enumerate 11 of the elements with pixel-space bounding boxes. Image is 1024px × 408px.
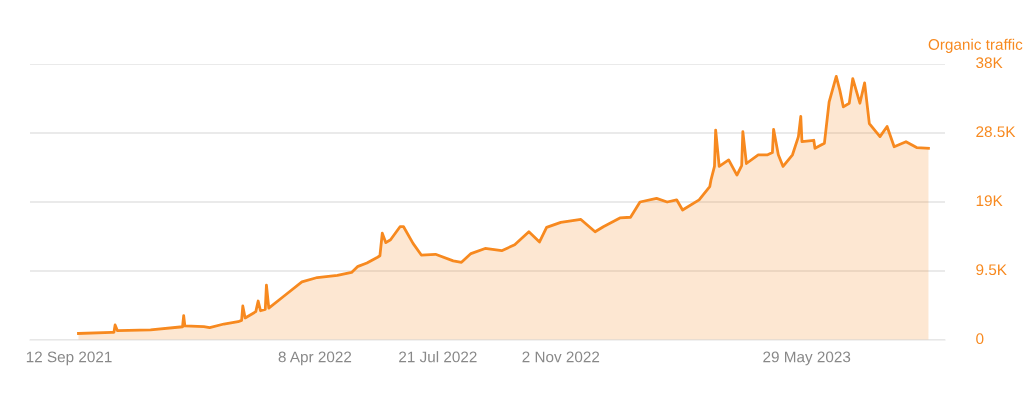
y-tick-label: 28.5K	[976, 126, 1016, 138]
y-tick-label: 38K	[976, 57, 1003, 69]
x-tick-label: 21 Jul 2022	[399, 351, 477, 363]
x-tick-label: 29 May 2023	[763, 351, 851, 366]
y-tick-label: 9.5K	[976, 264, 1007, 276]
x-tick-label: 12 Sep 2021	[26, 351, 112, 366]
y-tick-label: 19K	[976, 195, 1003, 207]
x-tick-label: 2 Nov 2022	[522, 351, 600, 363]
x-tick-label: 8 Apr 2022	[278, 351, 352, 366]
y-tick-label: 0	[976, 333, 984, 345]
y-axis-title: Organic traffic	[928, 38, 1023, 53]
